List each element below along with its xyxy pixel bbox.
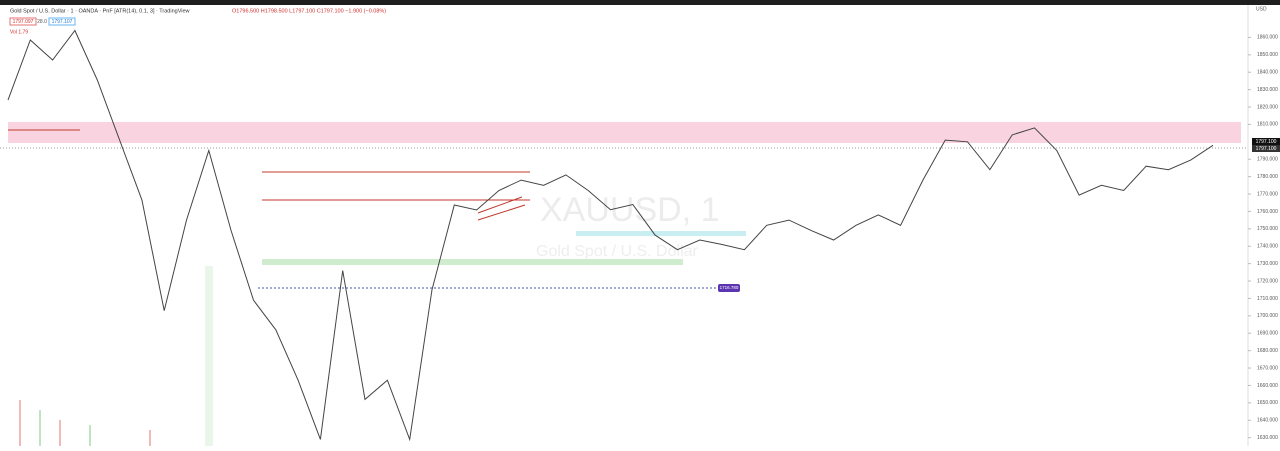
sell-price[interactable]: 1797.097 — [13, 19, 34, 25]
y-tick-label: 1710.000 — [1257, 296, 1278, 302]
y-tick-label: 1690.000 — [1257, 331, 1278, 337]
y-tick-label: 1660.000 — [1257, 383, 1278, 389]
top-toolbar — [0, 0, 1280, 5]
demand-zone — [576, 231, 746, 236]
watermark-name: Gold Spot / U.S. Dollar — [536, 243, 699, 260]
price-tag-box — [1252, 145, 1280, 152]
buy-price[interactable]: 1797.107 — [52, 19, 73, 25]
price-tag-box — [1252, 138, 1280, 145]
alert-label-box — [718, 284, 740, 292]
y-tick-label: 1750.000 — [1257, 226, 1278, 232]
y-tick-label: 1730.000 — [1257, 261, 1278, 267]
watermark-ticker: XAUUSD, 1 — [540, 191, 720, 229]
y-tick-label: 1840.000 — [1257, 70, 1278, 76]
highlight — [205, 266, 213, 446]
y-tick-label: 1810.000 — [1257, 122, 1278, 128]
y-tick-label: 1670.000 — [1257, 365, 1278, 371]
y-tick-label: 1760.000 — [1257, 209, 1278, 215]
y-tick-label: 1680.000 — [1257, 348, 1278, 354]
volume-label: Vol 1.79 — [10, 29, 28, 35]
ohlc: O1796.500 H1798.500 L1797.100 C1797.100 … — [232, 8, 386, 14]
y-tick-label: 1830.000 — [1257, 87, 1278, 93]
supply-zone — [8, 122, 1241, 143]
sell-box[interactable] — [9, 17, 37, 26]
y-tick-label: 1630.000 — [1257, 435, 1278, 441]
price-line — [7, 29, 1214, 442]
buy-box[interactable] — [48, 17, 76, 26]
price-axis — [1248, 5, 1280, 446]
y-tick-label: 1770.000 — [1257, 191, 1278, 197]
spread: 28.0 — [37, 19, 47, 25]
price-tag: 1797.100 — [1256, 146, 1277, 152]
y-tick-label: 1720.000 — [1257, 278, 1278, 284]
currency: USD — [1256, 6, 1267, 12]
price-tag: 1797.100 — [1256, 139, 1277, 145]
y-tick-label: 1780.000 — [1257, 174, 1278, 180]
symbol-title: Gold Spot / U.S. Dollar · 1 · OANDA · Pn… — [10, 8, 190, 14]
y-tick-label: 1640.000 — [1257, 418, 1278, 424]
y-tick-label: 1860.000 — [1257, 35, 1278, 41]
channel-line — [477, 204, 526, 221]
support-zone — [262, 259, 683, 265]
volume-bars — [19, 400, 151, 446]
y-tick-label: 1650.000 — [1257, 400, 1278, 406]
y-tick-label: 1740.000 — [1257, 244, 1278, 250]
alert-label: 1716.780 — [720, 285, 739, 290]
y-tick-label: 1700.000 — [1257, 313, 1278, 319]
y-tick-label: 1850.000 — [1257, 52, 1278, 58]
y-tick-label: 1820.000 — [1257, 104, 1278, 110]
y-tick-label: 1790.000 — [1257, 157, 1278, 163]
channel-line — [477, 196, 523, 214]
